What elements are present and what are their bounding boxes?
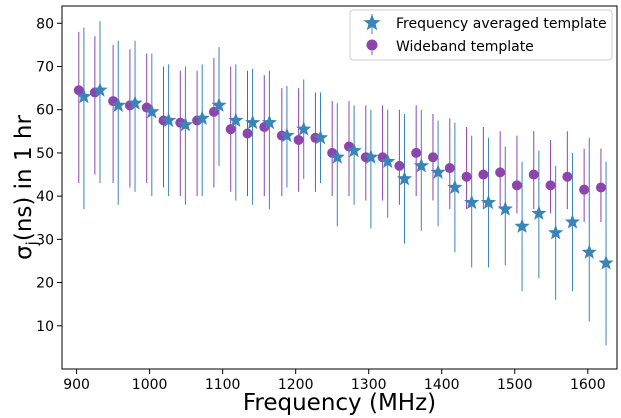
legend-label-wideband: Wideband template	[396, 39, 534, 55]
freq-avg-point	[76, 88, 92, 104]
freq-avg-point	[531, 205, 547, 220]
freq-avg-point	[514, 218, 530, 233]
freq-avg-point	[430, 164, 446, 179]
y-axis-label-rest: (ns) in 1 hr	[11, 115, 37, 242]
x-tick-label: 1300	[351, 377, 387, 393]
wideband-point	[528, 169, 539, 180]
freq-avg-point	[464, 194, 480, 210]
freq-avg-point	[480, 194, 497, 210]
y-axis-label-symbol: σ	[11, 245, 37, 260]
plot-frame	[61, 5, 618, 370]
freq-avg-point	[144, 103, 160, 119]
y-tick-label: 80	[36, 16, 54, 32]
legend-star-shape	[363, 14, 381, 31]
freq-avg-point	[110, 97, 126, 112]
wideband-point	[579, 184, 590, 195]
y-tick-label: 50	[36, 146, 54, 162]
freq-avg-point	[279, 127, 295, 143]
y-axis-label: σj(ns) in 1 hr	[11, 115, 41, 260]
wideband-point	[495, 167, 506, 178]
y-axis-label-subscript: j	[23, 241, 41, 246]
freq-avg-point	[548, 224, 564, 240]
legend-star-marker	[363, 14, 381, 34]
freq-avg-point	[598, 255, 614, 270]
freq-avg-point	[296, 121, 312, 136]
freq-avg-point	[127, 95, 143, 110]
y-tick-label: 10	[36, 319, 54, 335]
legend-box	[349, 9, 613, 61]
y-tick-label: 30	[36, 232, 54, 248]
wideband-point	[478, 169, 489, 180]
freq-avg-point	[177, 116, 194, 132]
freq-avg-point	[396, 170, 413, 186]
freq-avg-point	[161, 112, 177, 127]
x-tick-label: 1400	[424, 377, 460, 393]
y-tick-label: 20	[36, 276, 54, 292]
freq-avg-point	[244, 114, 261, 130]
wideband-point	[511, 180, 522, 191]
x-tick-label: 1600	[570, 377, 606, 393]
wideband-point	[225, 124, 236, 135]
wideband-point	[562, 171, 573, 182]
x-tick-label: 1100	[205, 377, 241, 393]
wideband-point	[411, 147, 422, 158]
wideband-point	[293, 134, 304, 145]
wideband-point	[595, 182, 606, 193]
freq-avg-point	[380, 153, 396, 169]
x-tick-label: 1500	[497, 377, 533, 393]
wideband-point	[242, 128, 253, 139]
freq-avg-point	[581, 244, 597, 259]
x-axis-label: Frequency (MHz)	[243, 390, 436, 416]
wideband-point	[461, 171, 472, 182]
freq-avg-point	[564, 214, 581, 229]
x-tick-label: 1200	[278, 377, 314, 393]
y-tick-label: 60	[36, 103, 54, 119]
wideband-point	[427, 152, 438, 163]
freq-avg-point	[261, 114, 277, 130]
x-tick-label: 900	[63, 377, 90, 393]
freq-avg-point	[329, 149, 345, 164]
x-tick-label: 1000	[132, 377, 168, 393]
freq-avg-point	[312, 129, 329, 145]
plot-marks	[73, 21, 614, 346]
wideband-point	[444, 163, 455, 174]
wideband-point	[73, 85, 84, 96]
freq-avg-point	[497, 201, 513, 216]
legend: Frequency averaged template Wideband tem…	[349, 9, 613, 61]
freq-avg-point	[194, 110, 210, 125]
legend-circle-marker	[366, 39, 378, 51]
freq-avg-point	[228, 112, 244, 127]
freq-avg-point	[211, 97, 227, 112]
axes: 900 1000 1100 1200 1300 1400 1500 1600 10 20 30 40 5…	[36, 16, 605, 393]
wideband-point	[545, 180, 556, 191]
legend-label-freq-avg: Frequency averaged template	[396, 16, 607, 32]
freq-avg-point	[346, 142, 362, 158]
freq-avg-point	[447, 179, 463, 194]
freq-avg-point	[363, 149, 379, 164]
y-tick-label: 40	[36, 189, 54, 205]
freq-avg-point	[413, 157, 429, 173]
wideband-point	[394, 160, 405, 171]
freq-avg-point	[92, 82, 108, 97]
y-tick-label: 70	[36, 60, 54, 76]
